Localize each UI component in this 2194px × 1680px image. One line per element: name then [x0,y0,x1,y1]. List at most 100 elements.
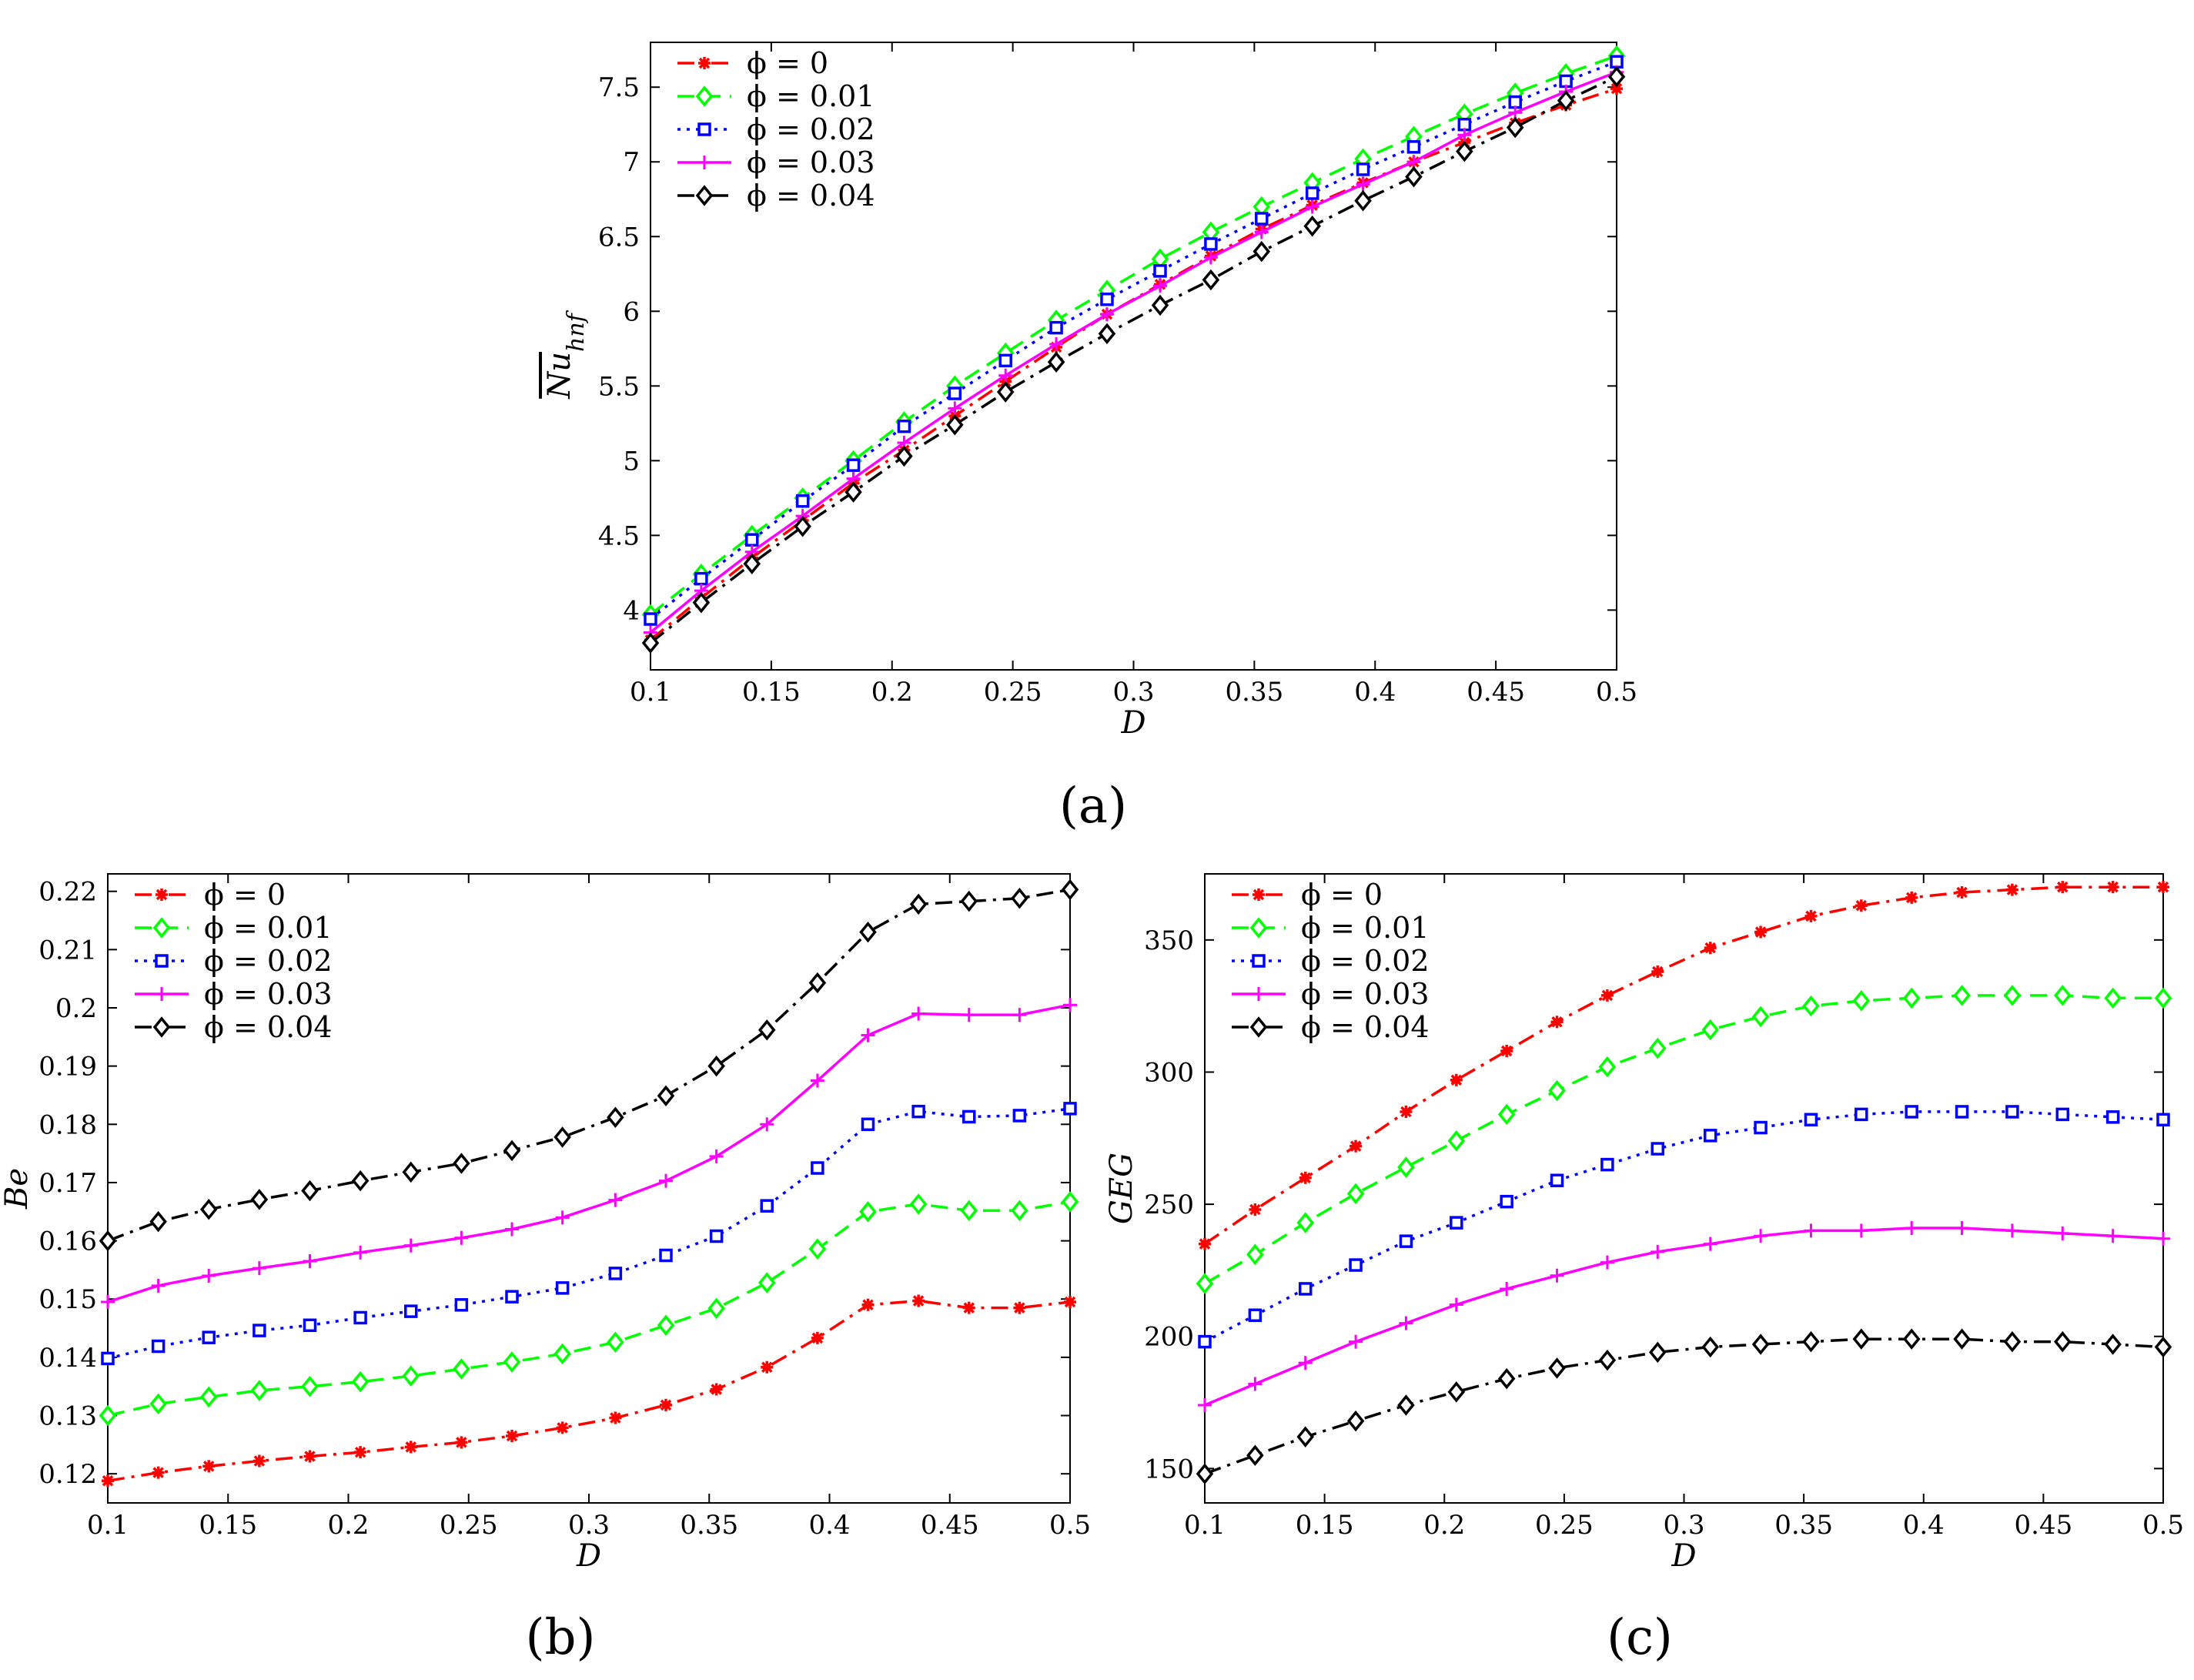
data-point [1852,990,1871,1012]
data-point [453,1153,470,1174]
legend-marker [698,57,711,69]
data-point [1703,1237,1717,1251]
y-tick-label: 5 [623,446,640,477]
data-point [1802,1330,1820,1353]
data-point [1198,1397,1212,1412]
data-point [454,1298,469,1312]
data-point [1011,888,1028,909]
data-point [506,1430,518,1442]
data-point [897,419,911,433]
y-axis-label-sub: hnf [563,310,590,352]
y-tick-label: 0.19 [38,1052,97,1083]
data-point [1248,1377,1263,1391]
legend-marker [1249,1016,1268,1038]
data-point [1598,1349,1617,1371]
legend-marker [1249,917,1268,939]
data-point [948,387,962,400]
data-point [861,1028,875,1042]
legend-entry: ϕ = 0 [1232,878,1383,912]
y-tick-label: 6.5 [598,222,640,253]
data-point [1303,215,1321,237]
data-point [454,1230,469,1245]
data-point [1955,1220,1969,1235]
data-point [99,1404,117,1427]
data-point [1955,886,1968,899]
legend-marker [1253,889,1265,901]
data-point [1651,1142,1665,1156]
data-point [250,1189,269,1210]
data-point [795,494,810,508]
data-point [1356,162,1370,176]
x-tick-label: 0.5 [1596,677,1637,708]
data-point [151,1339,166,1354]
series-line [1204,994,2163,1285]
series-line [1204,1337,2164,1475]
data-point [2005,883,2018,896]
legend-marker [1252,954,1266,968]
data-point [861,1117,875,1132]
chart-panel-c: 0.1 0.15 0.2 0.25 0.3 0.35 0.4 0.45 0.5 150 200 250… [1104,873,2184,1574]
data-point [1905,891,1918,904]
series-line [649,54,1617,616]
series-4 [1196,1328,2172,1485]
y-axis-label: Nuhnf [542,310,590,399]
data-point [149,1210,167,1233]
legend-label: ϕ = 0.03 [747,146,875,179]
y-tick-label: 4 [623,595,640,626]
data-point [1099,307,1114,322]
data-point [808,1238,827,1260]
data-point [403,1238,418,1253]
series-line [107,1003,1071,1304]
data-point [859,1200,877,1223]
data-point [1349,1258,1363,1272]
legend-entry: ϕ = 0.04 [1232,1010,1430,1044]
data-point [2154,987,2172,1009]
data-point [351,1370,370,1393]
data-point [1061,878,1079,901]
data-point [1701,1019,1719,1041]
data-point [1011,1200,1028,1222]
data-point [607,1106,624,1128]
data-point [811,1161,824,1175]
data-point [1600,989,1614,1002]
data-point [1305,199,1319,214]
legend-label: ϕ = 0.03 [204,977,333,1011]
data-point [659,1248,673,1263]
data-point [301,1375,319,1397]
data-point [2003,985,2022,1006]
data-point [202,1330,216,1344]
data-point [607,1331,624,1353]
data-point [1399,1316,1413,1330]
data-point [1855,1107,1868,1122]
data-point [404,1441,417,1454]
data-point [1013,1301,1026,1314]
data-point [1607,65,1626,88]
y-tick-label: 0.18 [38,1109,97,1140]
data-point [2055,1107,2070,1122]
data-point [1198,1334,1212,1349]
data-point [555,1281,570,1295]
data-point [2105,1229,2120,1243]
data-point [1246,1444,1264,1466]
y-tick-label: 0.2 [55,993,97,1024]
data-point [745,533,759,547]
data-point [1354,189,1372,212]
series-line [107,1200,1071,1417]
legend-entry: ϕ = 0.03 [1232,977,1430,1011]
legend-label: ϕ = 0.04 [747,179,875,213]
data-point [1600,1157,1614,1172]
x-axis-label: D [576,1538,601,1574]
data-point [354,1446,367,1459]
data-point [657,1085,675,1106]
x-tick-label: 0.4 [1354,677,1396,708]
data-point [962,1301,975,1314]
data-point [998,353,1012,368]
data-point [1153,279,1168,293]
x-tick-label: 0.15 [1296,1510,1354,1541]
x-tick-label: 0.35 [1774,1510,1833,1541]
data-point [743,553,761,574]
data-point [1350,1140,1363,1153]
data-point [303,1254,317,1269]
data-point [998,368,1013,383]
data-point [1754,1120,1768,1135]
